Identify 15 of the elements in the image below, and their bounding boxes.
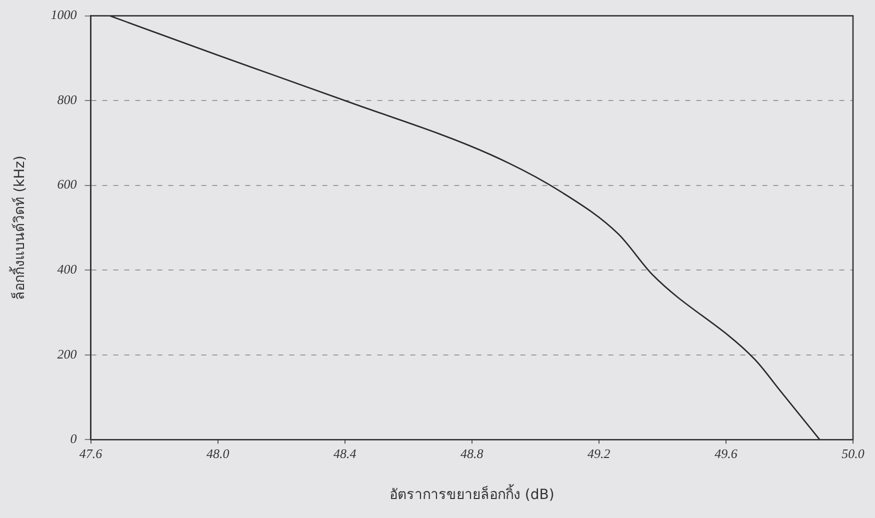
x-tick-label: 49.6	[714, 446, 738, 461]
x-tick-label: 48.0	[206, 446, 230, 461]
x-tick-label: 47.6	[79, 446, 103, 461]
x-axis-title: อัตราการขยายล็อกกิ้ง (dB)	[389, 484, 554, 504]
y-tick-label: 600	[57, 176, 78, 192]
x-tick-label: 48.4	[333, 446, 357, 461]
y-tick-label: 400	[57, 262, 78, 276]
y-tick-label: 800	[57, 92, 78, 107]
x-tick-label: 48.8	[460, 446, 484, 461]
y-tick-label: 1000	[50, 7, 78, 22]
y-tick-label: 0	[70, 431, 78, 446]
y-tick-label: 200	[57, 346, 78, 362]
y-axis-title: ล็อกกิ้งแบนด์วิดท์ (kHz)	[9, 156, 28, 300]
x-tick-label: 50.0	[842, 446, 865, 461]
x-tick-label: 49.2	[588, 446, 611, 461]
